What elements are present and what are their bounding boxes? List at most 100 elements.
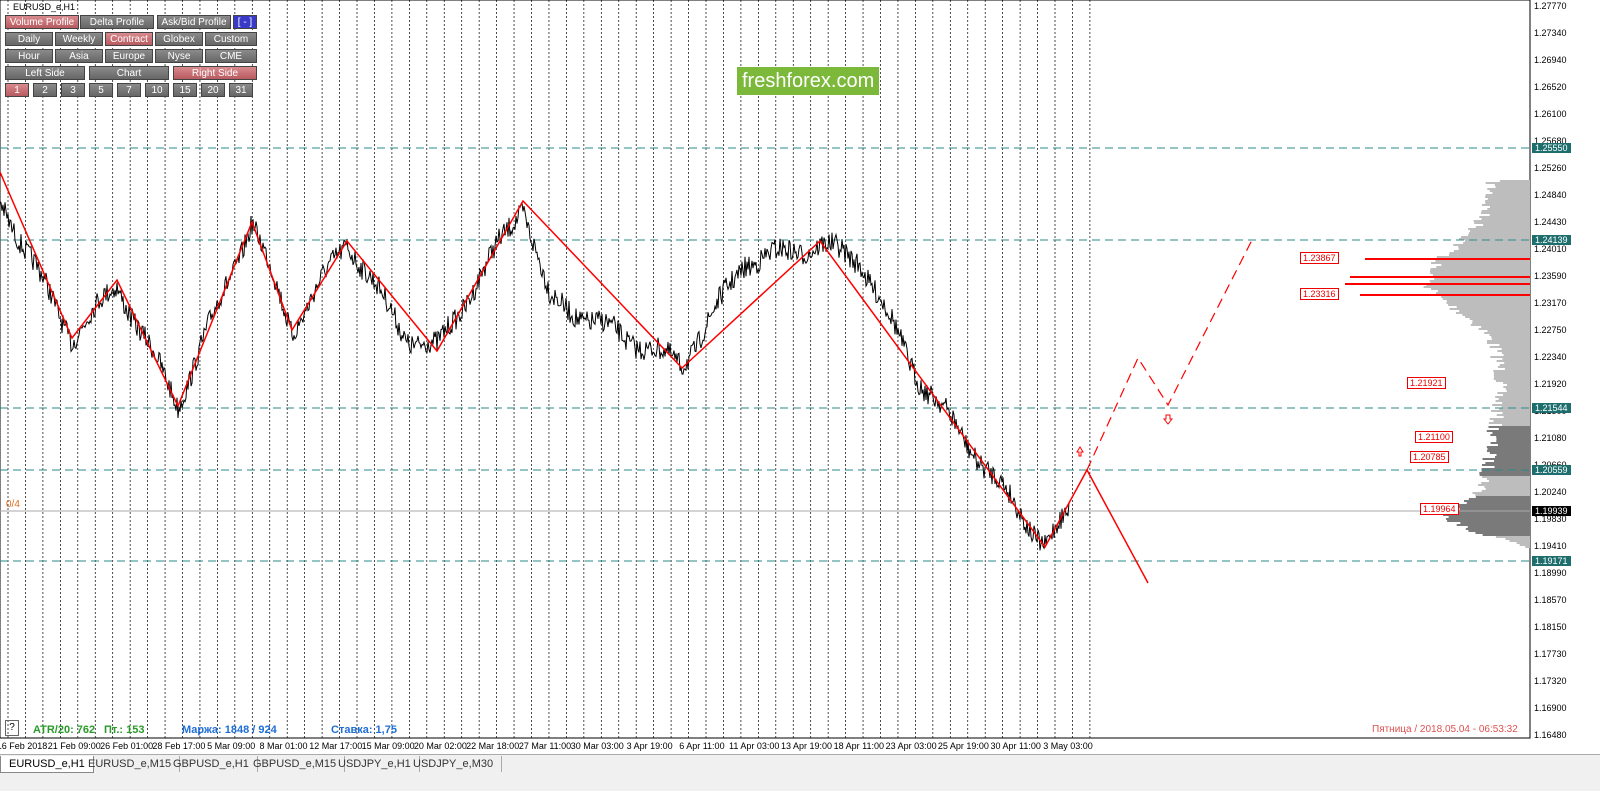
profile-bar (1501, 406, 1530, 408)
rate: Ставка: 1,75 (331, 724, 397, 736)
toolbar-button[interactable]: Left Side (5, 66, 85, 80)
time-label: 12 Mar 17:00 (309, 741, 363, 751)
help-button[interactable]: ? (5, 720, 19, 736)
profile-bar (1496, 454, 1530, 456)
profile-max (1345, 283, 1530, 285)
clock: Пятница / 2018.05.04 - 06:53:32 (1372, 724, 1518, 735)
levels (0, 147, 1530, 562)
profile-label: 1.19964 (1420, 503, 1459, 515)
level-label: 1.19939 (1532, 506, 1571, 516)
profile-bar (1488, 426, 1530, 428)
toolbar-button[interactable]: [ - ] (233, 15, 257, 29)
profile-bar (1498, 398, 1530, 400)
price-label: 1.16480 (1534, 730, 1567, 740)
level-label: 1.25550 (1532, 143, 1571, 153)
chart-tab[interactable]: USDJPY_e,M30 (405, 756, 503, 772)
toolbar-button[interactable]: Chart (89, 66, 169, 80)
profile-bar (1436, 256, 1530, 258)
profile-bar (1432, 274, 1530, 276)
plot-area (0, 0, 1531, 739)
profile-bar (1481, 470, 1530, 472)
chart-tab[interactable]: EURUSD_e,H1 (0, 756, 94, 773)
time-label: 23 Apr 03:00 (885, 741, 937, 751)
toolbar-button[interactable]: Weekly (55, 32, 103, 46)
toolbar-button[interactable]: 1 (5, 83, 29, 97)
chart-tab[interactable]: USDJPY_e,H1 (330, 756, 420, 772)
toolbar-button[interactable]: 15 (173, 83, 197, 97)
toolbar-button[interactable]: Right Side (173, 66, 257, 80)
toolbar-button[interactable]: 7 (117, 83, 141, 97)
profile-bar (1485, 200, 1530, 202)
time-label: 8 Mar 01:00 (259, 741, 308, 751)
profile-bar (1493, 372, 1530, 374)
toolbar-button[interactable]: 2 (33, 83, 57, 97)
toolbar-button[interactable]: Volume Profile (5, 15, 79, 29)
profile-bar (1503, 394, 1530, 396)
profile-bar (1457, 504, 1530, 506)
period-separators (7, 0, 1091, 738)
profile-bar (1470, 324, 1530, 326)
profile-bar (1486, 430, 1530, 432)
toolbar-button[interactable]: Europe (105, 49, 153, 63)
toolbar-button[interactable]: Nyse (155, 49, 203, 63)
profile-bar (1485, 202, 1530, 204)
toolbar-button[interactable]: Daily (5, 32, 53, 46)
profile-bar (1462, 314, 1530, 316)
profile-bar (1430, 272, 1530, 274)
profile-bar (1488, 480, 1530, 482)
margin: Маржа: 1848 / 924 (182, 724, 277, 736)
profile-bar (1489, 452, 1530, 454)
price-label: 1.20240 (1534, 487, 1567, 497)
profile-max (1365, 258, 1530, 260)
profile-bar (1460, 522, 1530, 524)
profile-bar (1468, 530, 1530, 532)
profile-bar (1479, 216, 1530, 218)
profile-bar (1470, 230, 1530, 232)
chart-tab[interactable]: GBPUSD_e,H1 (165, 756, 258, 772)
toolbar-button[interactable]: CME (205, 49, 257, 63)
profile-bar (1496, 438, 1530, 440)
profile-bar (1499, 408, 1530, 410)
profile-bar (1486, 340, 1530, 342)
price-label: 1.27770 (1534, 1, 1567, 11)
toolbar-button[interactable]: 31 (229, 83, 253, 97)
toolbar-button[interactable]: Ask/Bid Profile (157, 15, 231, 29)
toolbar-button[interactable]: 5 (89, 83, 113, 97)
chart-tab[interactable]: GBPUSD_e,M15 (245, 756, 346, 772)
toolbar-button[interactable]: Contract (105, 32, 153, 46)
profile-bar (1503, 382, 1530, 384)
profile-bar (1509, 540, 1530, 542)
toolbar-button[interactable]: Hour (5, 49, 53, 63)
time-label: 16 Feb 2018 (0, 741, 48, 751)
toolbar-button[interactable]: 20 (201, 83, 225, 97)
time-label: 28 Feb 17:00 (152, 741, 206, 751)
profile-bar (1492, 192, 1530, 194)
profile-bar (1501, 352, 1530, 354)
toolbar-button[interactable]: Delta Profile (80, 15, 154, 29)
time-label: 5 Mar 09:00 (207, 741, 256, 751)
profile-bar (1461, 236, 1530, 238)
toolbar-button[interactable]: 3 (61, 83, 85, 97)
profile-bar (1504, 362, 1530, 364)
time-label: 3 Apr 19:00 (626, 741, 673, 751)
profile-bar (1483, 224, 1530, 226)
time-label: 21 Feb 09:00 (47, 741, 101, 751)
toolbar-button[interactable]: 10 (145, 83, 169, 97)
profile-bar (1491, 336, 1530, 338)
profile-bar (1447, 520, 1530, 522)
profile-bar (1431, 262, 1530, 264)
profile-bar (1468, 498, 1530, 500)
profile-bar (1464, 240, 1530, 242)
chart-tab[interactable]: EURUSD_e,M15 (80, 756, 181, 772)
toolbar-button[interactable]: Globex (155, 32, 203, 46)
profile-bar (1492, 432, 1530, 434)
toolbar-button[interactable]: Asia (55, 49, 103, 63)
profile-bar (1437, 290, 1530, 292)
time-label: 11 Apr 03:00 (729, 741, 780, 751)
price-label: 1.22340 (1534, 352, 1567, 362)
profile-label: 1.21100 (1415, 431, 1453, 443)
profile-bar (1458, 246, 1530, 248)
toolbar-button[interactable]: Custom (205, 32, 257, 46)
